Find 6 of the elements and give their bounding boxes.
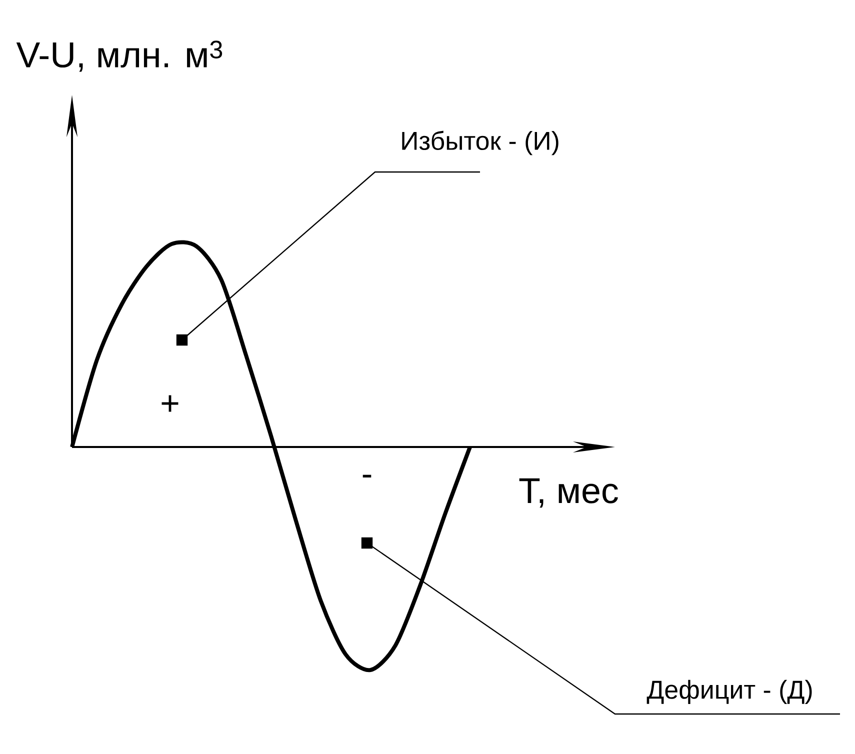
- annotation: +: [162, 395, 178, 412]
- annotation: -: [362, 474, 372, 478]
- text: Дефицит - (Д): [646, 680, 812, 704]
- text: Избыток - (И): [402, 130, 558, 156]
- x-axis-title: T, мес: [519, 478, 618, 508]
- y-axis-title: V-U, млн. м$^{3}$: [16, 40, 222, 72]
